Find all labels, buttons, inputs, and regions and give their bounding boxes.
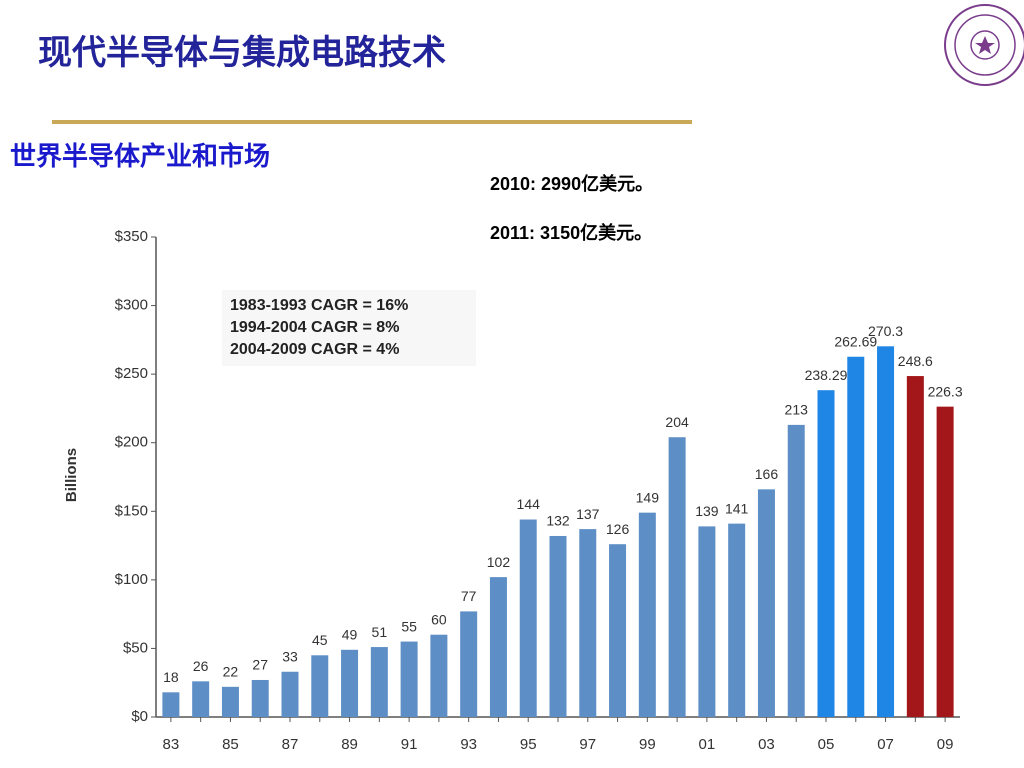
value-label: 60 [431,611,447,627]
x-tick-label: 83 [163,736,180,753]
bar [787,424,805,717]
bar [489,577,507,717]
note: 2010: 2990亿美元。 [490,173,653,194]
slide-subtitle: 世界半导体产业和市场 [10,141,270,171]
y-tick-label: $200 [115,434,148,451]
value-label: 137 [576,506,600,522]
x-tick-label: 97 [579,736,596,753]
annotation: 1983-1993 CAGR = 16% [230,297,408,314]
value-label: 126 [606,521,630,537]
y-tick-label: $100 [115,571,148,588]
value-label: 102 [487,554,511,570]
value-label: 166 [755,466,779,482]
value-label: 77 [461,588,477,604]
x-tick-label: 09 [937,736,954,753]
y-tick-label: $250 [115,365,148,382]
bar [698,526,716,717]
x-tick-label: 01 [699,736,716,753]
x-tick-label: 93 [460,736,477,753]
value-label: 139 [695,503,719,519]
value-label: 22 [223,664,239,680]
value-label: 204 [665,414,689,430]
bar [549,535,567,717]
x-tick-label: 05 [818,736,835,753]
bar [579,529,597,717]
bar [906,376,924,717]
bar [341,649,359,717]
note: 2011: 3150亿美元。 [490,222,652,243]
bar [936,406,954,717]
value-label: 27 [252,657,268,673]
y-tick-label: $350 [115,228,148,245]
value-label: 33 [282,648,298,664]
bar [847,356,865,717]
y-tick-label: $150 [115,502,148,519]
bar [221,686,239,717]
x-tick-label: 03 [758,736,775,753]
annotation-box [222,290,476,366]
value-label: 51 [372,624,388,640]
bar [400,641,418,717]
annotation: 1994-2004 CAGR = 8% [230,319,399,336]
value-label: 270.3 [868,323,903,339]
bar [668,437,686,717]
value-label: 213 [785,402,809,418]
x-tick-label: 91 [401,736,418,753]
bar [162,692,180,717]
value-label: 26 [193,658,209,674]
x-tick-label: 07 [877,736,894,753]
y-tick-label: $50 [123,639,148,656]
bar [460,611,478,717]
bar [370,647,388,717]
slide-title: 现代半导体与集成电路技术 [38,33,446,73]
bar [877,346,895,717]
value-label: 144 [517,496,541,512]
bar [192,681,210,717]
x-tick-label: 87 [282,736,299,753]
y-axis-label: Billions [63,448,80,502]
x-tick-label: 95 [520,736,537,753]
bar [757,489,775,717]
y-tick-label: $0 [131,708,148,725]
value-label: 262.69 [834,333,877,349]
value-label: 18 [163,669,179,685]
value-label: 248.6 [898,353,933,369]
value-label: 141 [725,500,749,516]
bar [251,679,269,717]
x-tick-label: 85 [222,736,239,753]
bar [817,390,835,717]
bar [281,671,299,717]
bar [430,634,448,717]
value-label: 149 [636,489,660,505]
value-label: 226.3 [928,383,963,399]
value-label: 45 [312,632,328,648]
bar [728,523,746,717]
value-label: 55 [401,618,417,634]
x-tick-label: 99 [639,736,656,753]
value-label: 132 [546,513,570,529]
logo [944,4,1024,86]
value-label: 238.29 [805,367,848,383]
y-tick-label: $300 [115,297,148,314]
value-label: 49 [342,627,358,643]
bar [638,512,656,717]
x-tick-label: 89 [341,736,358,753]
bar [609,544,627,717]
annotation: 2004-2009 CAGR = 4% [230,341,399,358]
bar [311,655,329,717]
bar [519,519,537,717]
